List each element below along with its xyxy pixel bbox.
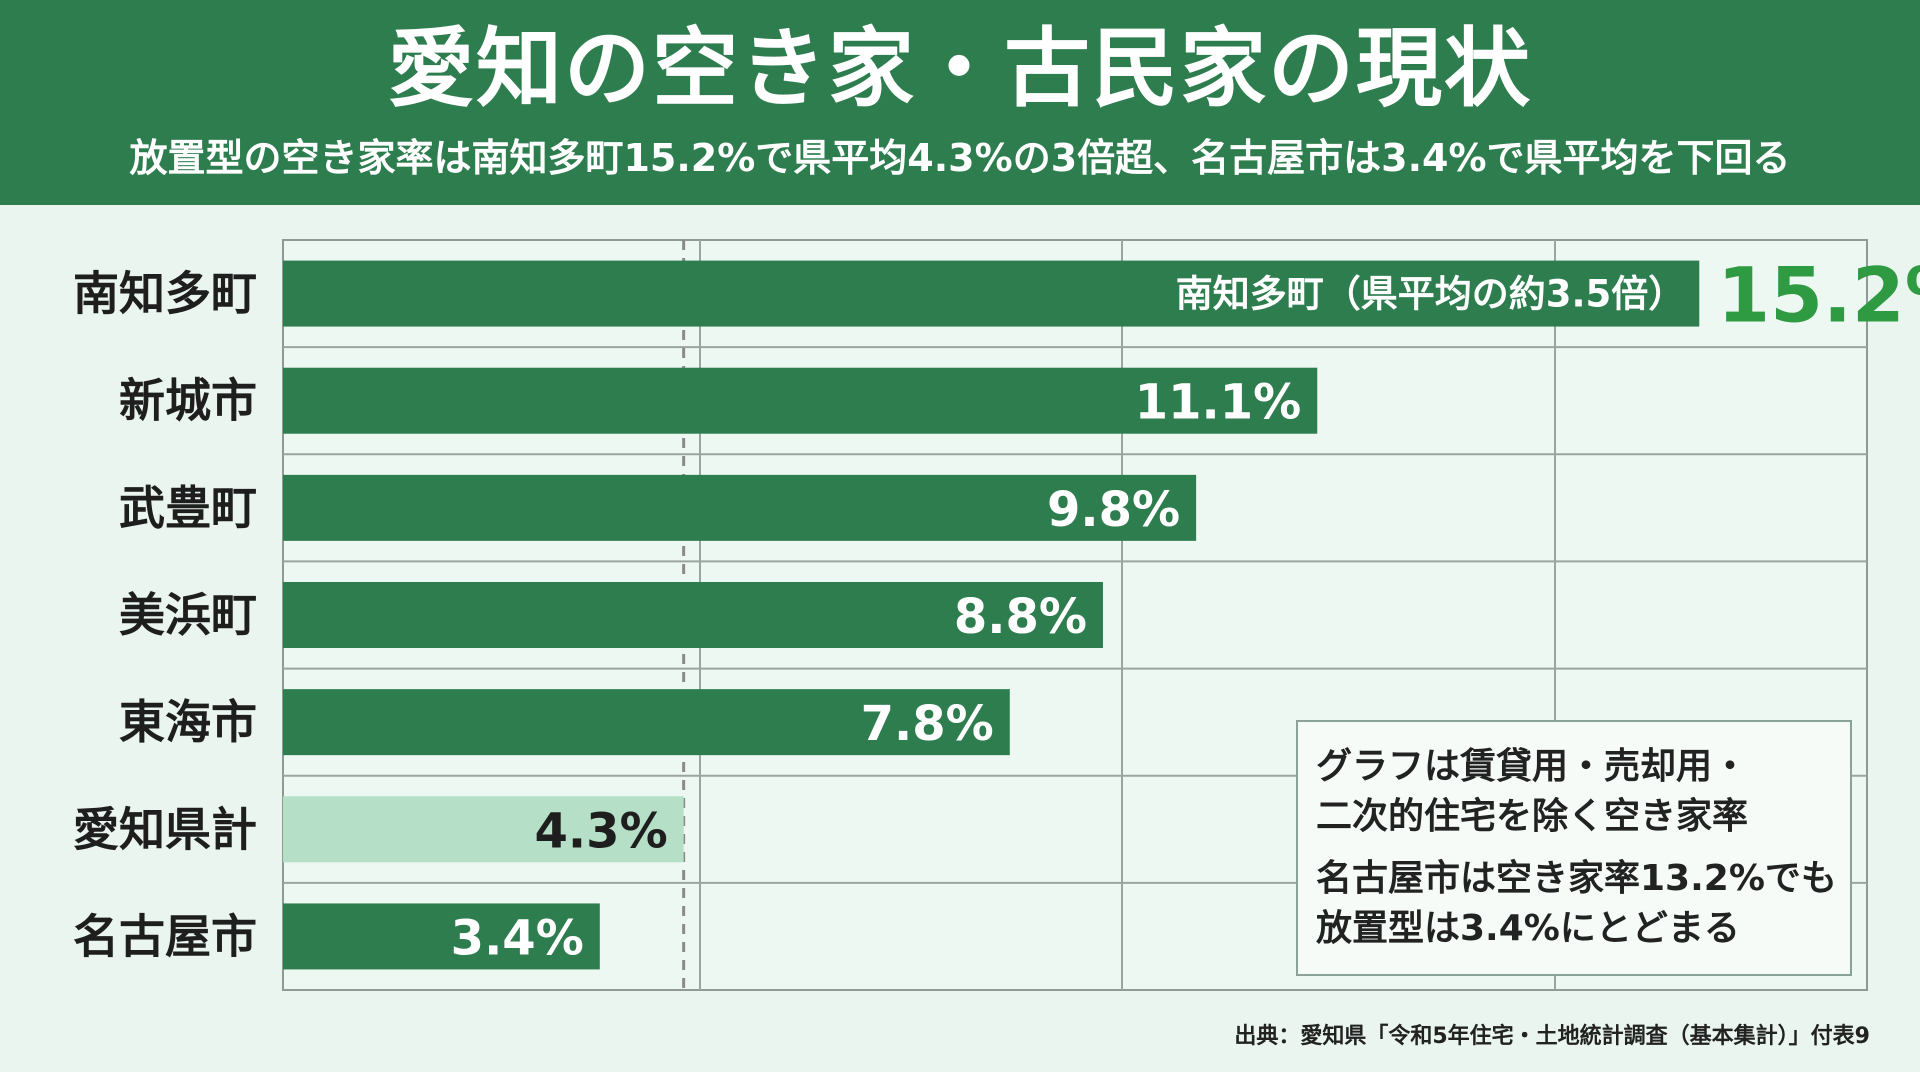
category-label: 名古屋市	[73, 909, 257, 963]
bar	[283, 260, 1700, 327]
bar	[283, 367, 1318, 434]
note-line-4: 放置型は3.4%にとどまる	[1316, 908, 1740, 949]
category-label: 新城市	[119, 374, 257, 428]
category-label: 愛知県計	[73, 802, 257, 856]
data-label: 8.8%	[954, 589, 1087, 645]
data-label: 3.4%	[451, 910, 584, 966]
note-line-2: 二次的住宅を除く空き家率	[1316, 796, 1749, 837]
data-label: 7.8%	[861, 696, 994, 752]
data-label: 15.2%	[1717, 251, 1920, 340]
category-label: 南知多町	[73, 267, 257, 321]
note-box: グラフは賃貸用・売却用・ 二次的住宅を除く空き家率 名古屋市は空き家率13.2%…	[1296, 720, 1852, 976]
category-label: 武豊町	[119, 481, 257, 535]
bar	[283, 582, 1103, 648]
data-label: 11.1%	[1135, 375, 1302, 431]
bar	[283, 474, 1197, 541]
page-subtitle: 放置型の空き家率は南知多町15.2%で県平均4.3%の3倍超、名古屋市は3.4%…	[129, 136, 1791, 180]
note-line-1: グラフは賃貸用・売却用・	[1316, 746, 1749, 787]
data-label: 9.8%	[1047, 482, 1180, 538]
header-banner: 愛知の空き家・古民家の現状 放置型の空き家率は南知多町15.2%で県平均4.3%…	[0, 0, 1920, 205]
source-note: 出典：愛知県「令和5年住宅・土地統計調査（基本集計）」付表9	[1234, 1024, 1870, 1049]
category-label: 東海市	[119, 695, 257, 749]
bar	[283, 903, 600, 970]
bar	[283, 689, 1010, 756]
category-label: 美浜町	[119, 588, 257, 642]
data-label: 4.3%	[535, 803, 668, 859]
bar	[283, 796, 684, 863]
highlight-bar-annotation: 南知多町（県平均の約3.5倍）	[1176, 273, 1686, 316]
page-title: 愛知の空き家・古民家の現状	[388, 19, 1532, 119]
note-line-3: 名古屋市は空き家率13.2%でも	[1316, 858, 1837, 899]
